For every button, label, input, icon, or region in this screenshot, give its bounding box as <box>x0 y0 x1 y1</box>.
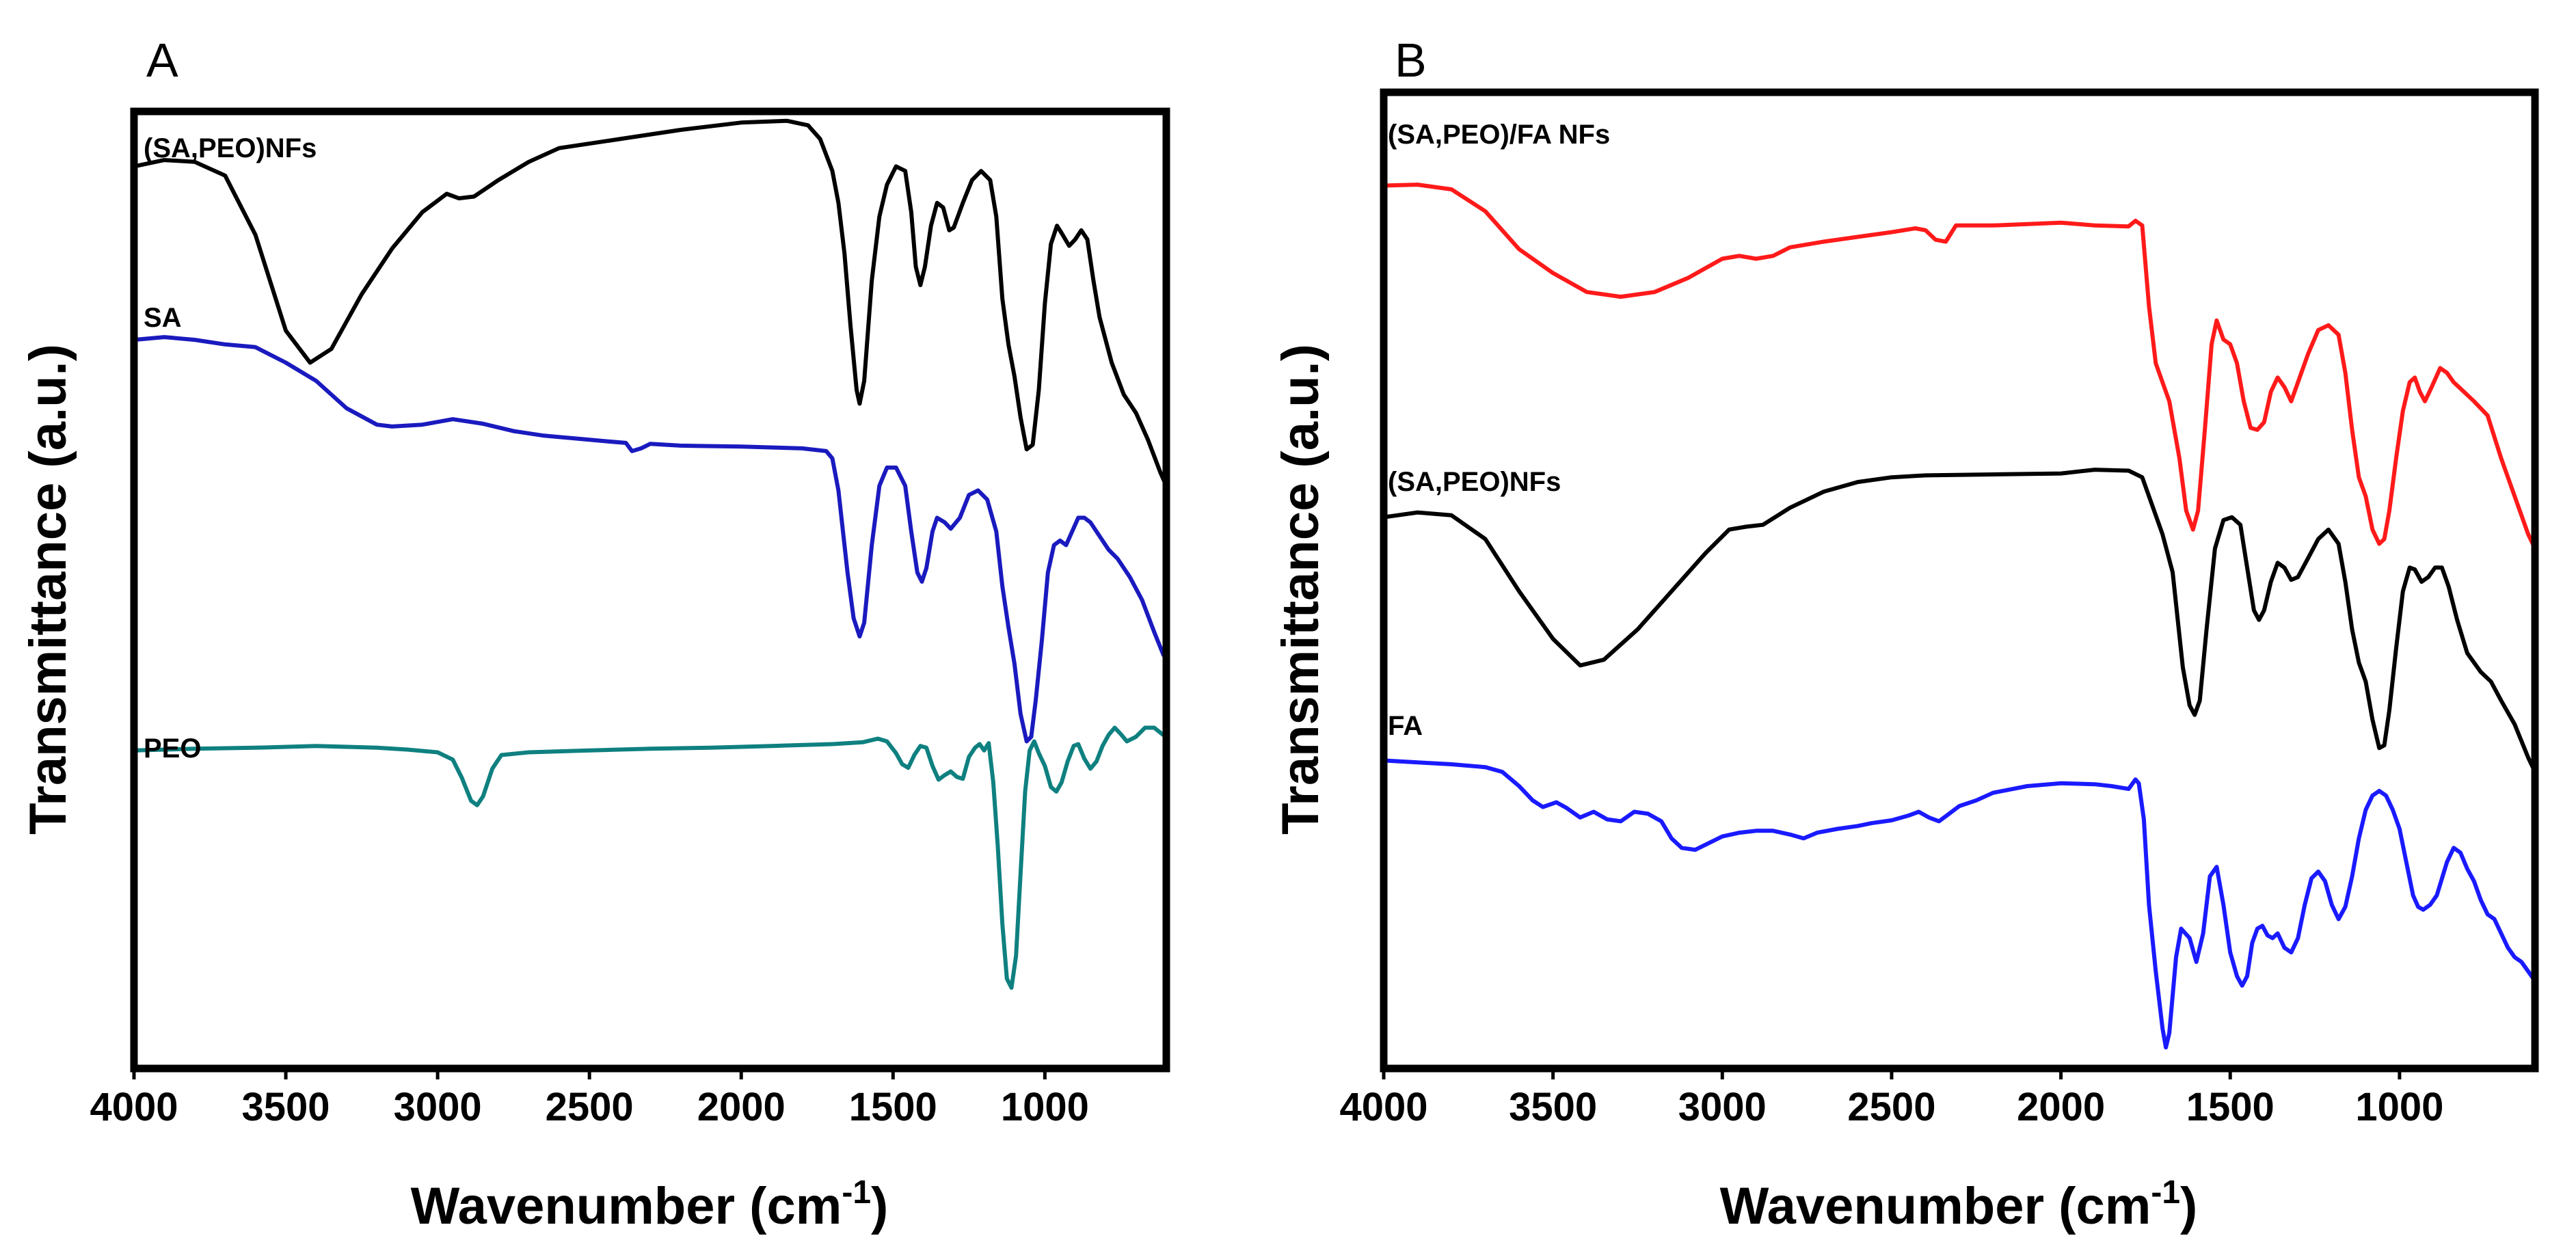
panel-b-x-axis-title-main: Wavenumber (cm <box>1720 1177 2151 1235</box>
panel-b-x-tick-label: 4000 <box>1339 1085 1427 1129</box>
panel-b-series-label-3: FA <box>1388 711 1423 741</box>
panel-a-x-axis-title-suffix: ) <box>871 1177 888 1235</box>
panel-b-x-tick-label: 3000 <box>1678 1085 1767 1129</box>
panel-b-x-axis-title-suffix: ) <box>2180 1177 2197 1235</box>
panel-b: B 4000 3500 3000 2500 2000 1500 1000 (SA,PEO)/… <box>1272 33 2539 1235</box>
panel-a-x-tick-label: 2500 <box>546 1085 634 1129</box>
panel-b-y-axis-title: Transmittance (a.u.) <box>1272 344 1330 835</box>
panel-a-x-axis-title-main: Wavenumber (cm <box>411 1177 842 1235</box>
panel-b-plot-frame <box>1380 88 2539 1073</box>
panel-b-series-line-1 <box>1382 183 2537 551</box>
panel-b-label: B <box>1395 33 1427 87</box>
panel-a-x-tick-label: 1500 <box>849 1085 937 1129</box>
panel-b-series-group <box>1382 183 2537 1050</box>
panel-a-series-group <box>132 118 1168 990</box>
panel-a: A 4000 3500 3000 2500 2000 1500 1000 (SA,PEO)N… <box>19 33 1170 1235</box>
panel-b-x-axis-title: Wavenumber (cm-1) <box>1720 1174 2198 1235</box>
panel-a-series-line-3 <box>132 725 1168 990</box>
panel-a-series-labels: (SA,PEO)NFs SA PEO <box>144 133 317 764</box>
panel-a-x-tick-label: 4000 <box>90 1085 178 1129</box>
panel-a-series-line-2 <box>132 335 1168 744</box>
panel-a-y-axis-title: Transmittance (a.u.) <box>19 344 77 835</box>
panel-a-x-axis-title-sup: -1 <box>842 1174 871 1211</box>
panel-a-series-label-1: (SA,PEO)NFs <box>144 133 317 163</box>
panel-a-x-tick-label: 2000 <box>697 1085 786 1129</box>
panel-b-x-tick-label: 1500 <box>2186 1085 2275 1129</box>
panel-a-series-label-3: PEO <box>144 734 201 764</box>
panel-b-series-line-2 <box>1382 468 2537 775</box>
panel-a-x-axis-title: Wavenumber (cm-1) <box>411 1174 889 1235</box>
panel-b-series-line-3 <box>1382 758 2537 1050</box>
panel-a-plot-frame <box>130 107 1170 1073</box>
panel-b-x-ticks: 4000 3500 3000 2500 2000 1500 1000 <box>1339 1068 2443 1129</box>
panel-a-x-ticks: 4000 3500 3000 2500 2000 1500 1000 <box>90 1068 1089 1129</box>
panel-b-series-labels: (SA,PEO)/FA NFs (SA,PEO)NFs FA <box>1388 120 1610 741</box>
panel-b-x-tick-label: 2500 <box>1847 1085 1935 1129</box>
panel-b-series-label-2: (SA,PEO)NFs <box>1388 467 1561 497</box>
panel-a-x-tick-label: 3000 <box>394 1085 482 1129</box>
panel-b-x-tick-label: 3500 <box>1509 1085 1597 1129</box>
panel-a-x-tick-label: 3500 <box>242 1085 330 1129</box>
panel-b-series-label-1: (SA,PEO)/FA NFs <box>1388 120 1610 150</box>
panel-a-label: A <box>146 33 178 87</box>
panel-a-series-line-1 <box>132 118 1168 488</box>
panel-a-series-label-2: SA <box>144 303 182 333</box>
panel-b-x-tick-label: 2000 <box>2017 1085 2105 1129</box>
panel-a-x-tick-label: 1000 <box>1001 1085 1089 1129</box>
panel-b-x-axis-title-sup: -1 <box>2151 1174 2180 1211</box>
panel-b-x-tick-label: 1000 <box>2355 1085 2443 1129</box>
